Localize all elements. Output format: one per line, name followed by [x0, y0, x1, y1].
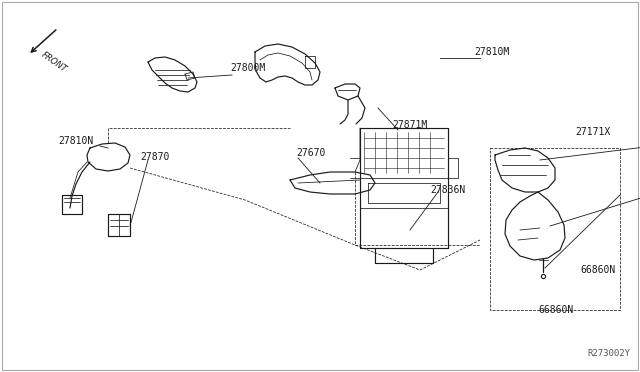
Text: 66860N: 66860N	[580, 265, 615, 275]
Text: R273002Y: R273002Y	[587, 349, 630, 358]
Text: 66860N: 66860N	[538, 305, 573, 315]
Text: 27171X: 27171X	[575, 127, 611, 137]
Text: 27810M: 27810M	[474, 47, 509, 57]
Text: 27871M: 27871M	[392, 120, 428, 130]
Text: 27810N: 27810N	[58, 136, 93, 146]
Text: 27670: 27670	[296, 148, 325, 158]
Text: 27800M: 27800M	[230, 63, 265, 73]
Text: 27870: 27870	[140, 152, 170, 162]
Text: 27836N: 27836N	[430, 185, 465, 195]
Text: FRONT: FRONT	[40, 50, 68, 74]
